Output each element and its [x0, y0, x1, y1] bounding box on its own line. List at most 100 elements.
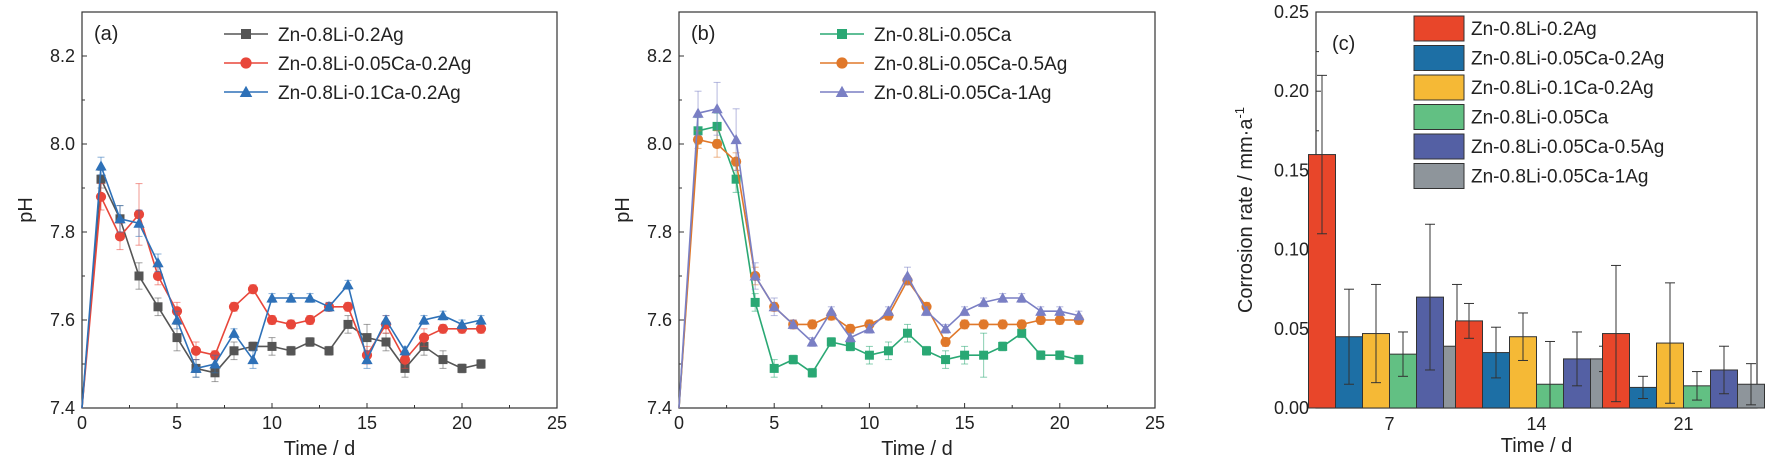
data-point	[95, 160, 107, 171]
x-tick-label: 20	[452, 413, 472, 433]
data-point	[825, 305, 837, 316]
data-point	[438, 355, 448, 365]
legend-label: Zn-0.8Li-0.05Ca	[874, 25, 1012, 46]
data-point	[750, 297, 760, 307]
data-point	[1074, 355, 1084, 365]
data-point	[788, 355, 798, 365]
legend: Zn-0.8Li-0.05Ca Zn-0.8Li-0.05Ca-0.5Ag Zn-0…	[820, 25, 1067, 104]
data-point	[941, 355, 951, 365]
y-tick-label: 0.00	[1274, 398, 1309, 418]
data-point	[978, 319, 989, 330]
y-tick-label: 8.2	[647, 46, 672, 66]
data-point	[172, 333, 182, 343]
data-point	[807, 368, 817, 378]
legend: Zn-0.8Li-0.2Ag Zn-0.8Li-0.05Ca-0.2Ag Zn-0.…	[1413, 15, 1664, 189]
data-point	[248, 341, 258, 351]
x-tick-label: 0	[77, 413, 87, 433]
y-tick-label: 0.05	[1274, 319, 1309, 339]
y-tick-label: 7.8	[50, 222, 75, 242]
data-point	[152, 257, 164, 268]
data-point	[323, 301, 335, 312]
y-axis-title: Corrosion rate / mm·a-1	[1232, 107, 1257, 313]
data-point	[997, 319, 1008, 330]
data-point	[209, 358, 221, 369]
y-tick-label: 7.4	[647, 398, 672, 418]
data-point	[1035, 314, 1046, 326]
data-point	[286, 346, 296, 356]
data-point	[940, 336, 951, 348]
legend-label: Zn-0.8Li-0.05Ca	[1471, 108, 1609, 129]
x-tick-label: 25	[1145, 413, 1165, 433]
y-axis-title-superscript: -1	[1232, 107, 1247, 119]
data-point	[1054, 305, 1066, 316]
x-tick-label: 0	[674, 413, 684, 433]
legend-marker	[241, 29, 251, 39]
data-point	[844, 331, 856, 343]
data-point	[457, 363, 467, 373]
series-line	[81, 176, 482, 409]
y-tick-label: 7.4	[50, 398, 75, 418]
data-point	[1035, 305, 1047, 316]
y-tick-label: 7.8	[647, 222, 672, 242]
data-point	[1055, 350, 1065, 360]
legend-swatch	[1413, 133, 1465, 160]
data-point	[1073, 309, 1085, 321]
data-point	[807, 319, 818, 330]
data-point	[399, 345, 411, 356]
data-point	[247, 353, 259, 365]
legend-swatch	[1413, 163, 1465, 189]
panel-b: 0 5 10 15 20 25 7.4 7.6 7.8 8.0 8.2 Time / d pH (b) Zn…	[612, 11, 1165, 460]
data-point	[711, 138, 723, 150]
x-tick-label: 21	[1673, 414, 1693, 434]
legend-label: Zn-0.8Li-0.05Ca-1Ag	[874, 83, 1051, 104]
series-line	[81, 193, 481, 409]
series-0	[678, 112, 1084, 409]
y-tick-label: 8.0	[647, 134, 672, 154]
data-point	[882, 305, 895, 316]
data-point	[864, 350, 874, 360]
x-axis-title: Time / d	[1501, 435, 1573, 457]
x-tick-label: 14	[1526, 414, 1546, 434]
data-point	[228, 301, 240, 312]
data-point	[228, 327, 240, 338]
data-point	[902, 328, 912, 338]
data-point	[845, 323, 856, 334]
data-point	[1036, 350, 1046, 360]
data-point	[324, 346, 334, 356]
x-tick-label: 10	[262, 413, 282, 433]
data-point	[304, 314, 316, 326]
data-point	[133, 217, 145, 228]
data-point	[826, 337, 836, 347]
y-tick-label: 0.10	[1274, 240, 1309, 260]
data-point	[711, 103, 723, 114]
data-point	[731, 174, 741, 184]
data-point	[959, 319, 970, 330]
data-point	[958, 305, 971, 316]
y-tick-label: 7.6	[647, 310, 672, 330]
data-point	[362, 333, 372, 343]
panel-label: (b)	[691, 23, 715, 45]
x-tick-label: 7	[1384, 414, 1394, 434]
panel-label: (a)	[94, 23, 118, 45]
x-tick-label: 25	[547, 413, 567, 433]
data-point	[190, 345, 202, 356]
legend-marker	[835, 85, 849, 97]
series-line	[678, 138, 1079, 409]
data-point	[399, 354, 411, 365]
panel-c: 0.00 0.05 0.10 0.15 0.20 0.25 7 14 21 Time / d Cor…	[1232, 2, 1765, 457]
data-point	[342, 301, 354, 312]
y-tick-label: 8.0	[50, 134, 75, 154]
data-point	[380, 314, 392, 325]
data-point	[806, 336, 818, 347]
data-point	[692, 107, 704, 118]
y-tick-label: 8.2	[50, 46, 75, 66]
data-point	[152, 270, 164, 282]
data-point	[114, 213, 126, 224]
data-point	[920, 305, 933, 316]
data-point	[361, 353, 373, 365]
legend-marker	[837, 29, 847, 39]
data-point	[1054, 314, 1065, 326]
data-point	[787, 318, 799, 329]
series-line	[678, 107, 1080, 409]
